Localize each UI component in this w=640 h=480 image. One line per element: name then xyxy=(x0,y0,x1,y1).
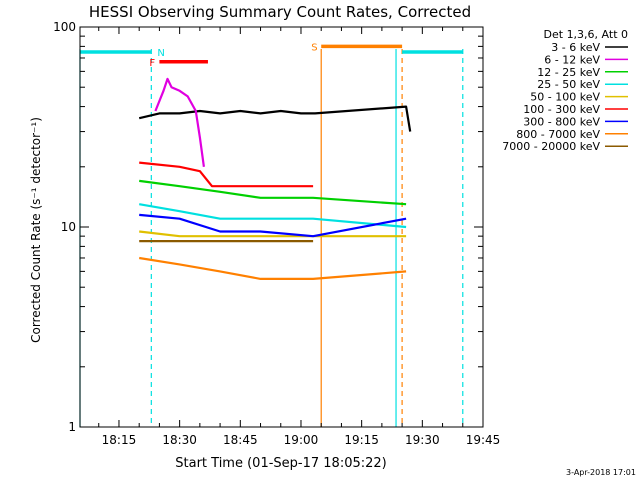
y-tick-label: 10 xyxy=(61,220,76,234)
plot-area: NF S xyxy=(79,42,464,427)
legend-label: 3 - 6 keV xyxy=(551,41,600,54)
flag-label: S xyxy=(311,42,317,53)
legend-label: 6 - 12 keV xyxy=(544,53,600,66)
x-axis-label: Start Time (01-Sep-17 18:05:22) xyxy=(175,456,386,471)
x-tick-label: 18:30 xyxy=(162,433,197,447)
series-line xyxy=(139,256,407,280)
y-axis: 1 10 100 xyxy=(53,20,483,434)
series-line xyxy=(154,77,205,167)
x-axis: 18:15 18:30 18:45 19:00 19:15 19:30 19:45 xyxy=(98,27,501,447)
y-tick-label: 100 xyxy=(53,20,76,34)
legend-label: 50 - 100 keV xyxy=(530,91,600,104)
x-tick-label: 19:15 xyxy=(344,433,379,447)
legend-title: Det 1,3,6, Att 0 xyxy=(544,28,628,41)
legend-label: 100 - 300 keV xyxy=(523,103,600,116)
y-axis-label: Corrected Count Rate (s⁻¹ detector⁻¹) xyxy=(29,117,43,343)
series-line xyxy=(139,161,314,188)
series-line xyxy=(139,230,407,238)
series-line xyxy=(139,213,407,238)
y-tick-label: 1 xyxy=(68,420,76,434)
series-line xyxy=(139,203,407,229)
series-line xyxy=(138,105,412,132)
legend-label: 800 - 7000 keV xyxy=(516,128,600,141)
x-tick-label: 18:45 xyxy=(223,433,258,447)
legend-label: 300 - 800 keV xyxy=(523,115,600,128)
flag-label: N xyxy=(157,48,164,59)
x-tick-label: 18:15 xyxy=(102,433,137,447)
x-tick-label: 19:45 xyxy=(466,433,501,447)
x-tick-label: 19:00 xyxy=(284,433,319,447)
plot-frame xyxy=(79,26,484,428)
chart-title: HESSI Observing Summary Count Rates, Cor… xyxy=(89,3,471,21)
legend-label: 12 - 25 keV xyxy=(537,66,600,79)
flag-label: F xyxy=(149,58,155,69)
legend-label: 7000 - 20000 keV xyxy=(502,140,600,153)
footer-timestamp: 3-Apr-2018 17:01 xyxy=(566,468,636,477)
series-line xyxy=(139,179,407,206)
legend-label: 25 - 50 keV xyxy=(537,78,600,91)
x-tick-label: 19:30 xyxy=(405,433,440,447)
